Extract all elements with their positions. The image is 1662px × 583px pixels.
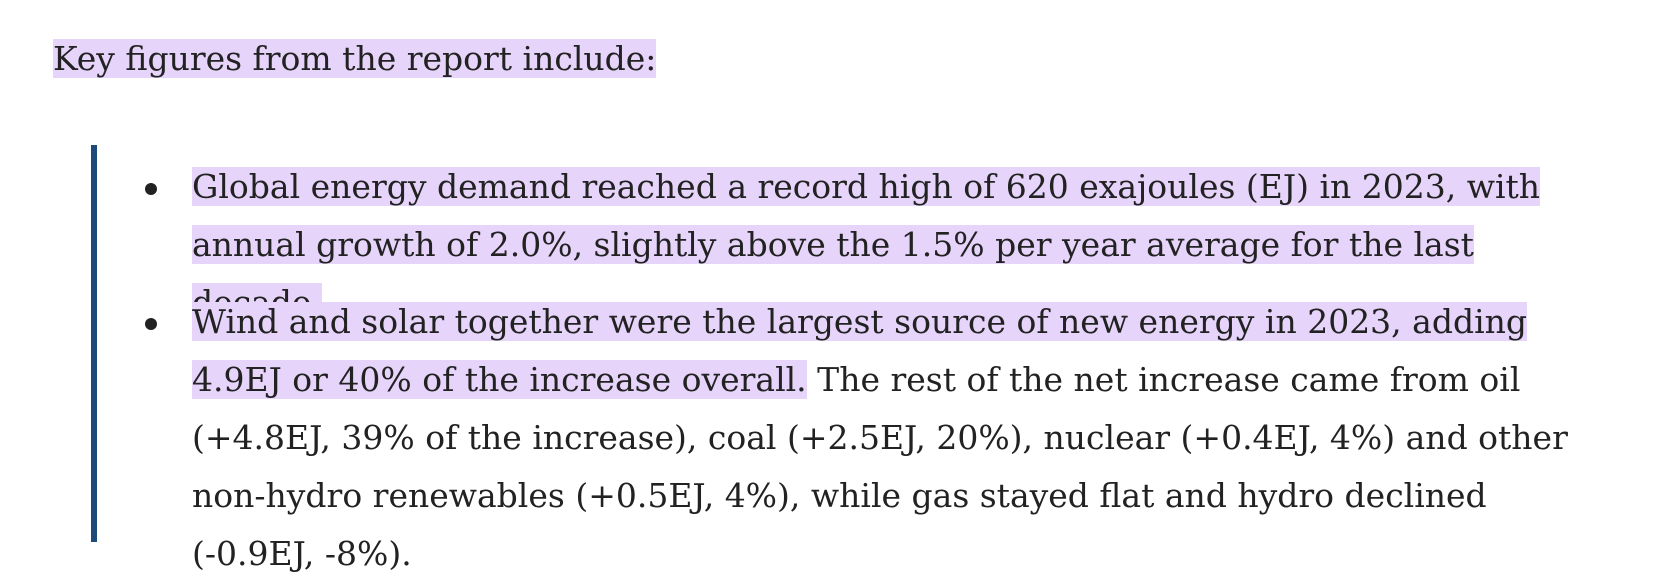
list-item-text: Wind and solar together were the largest…: [192, 293, 1607, 583]
intro-text-highlighted: Key figures from the report include:: [53, 39, 657, 78]
bullet-icon: [145, 183, 157, 195]
intro-paragraph: Key figures from the report include:: [53, 30, 657, 88]
blockquote: Global energy demand reached a record hi…: [91, 145, 1631, 573]
bullet-icon: [145, 318, 157, 330]
plain-text: The rest of the net increase came from o…: [192, 360, 1568, 573]
